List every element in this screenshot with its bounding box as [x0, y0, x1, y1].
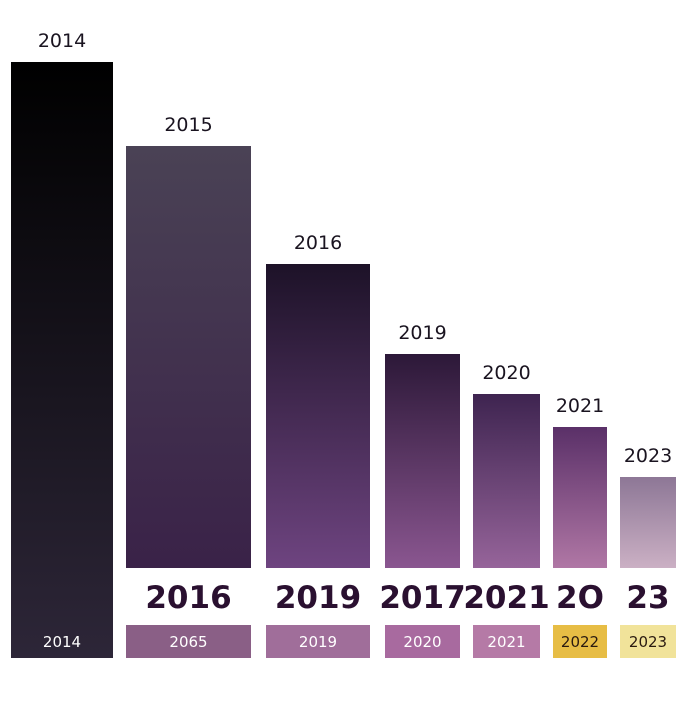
bar-0: [11, 62, 113, 658]
bars-group: [11, 62, 676, 658]
bar-top-label-3: 2019: [398, 322, 446, 344]
bar-big-label-3: 2017: [379, 580, 465, 616]
bar-2: [266, 264, 370, 568]
bar-4: [473, 394, 540, 568]
strip-label-0: 2014: [43, 633, 81, 651]
strip-2: [266, 625, 370, 658]
strip-4: [473, 625, 540, 658]
strip-label-3: 2020: [403, 633, 441, 651]
bar-big-label-6: 23: [626, 580, 669, 616]
labels-group: 2014 2014 2015 2016 2065 2016 2019 2019 2019 2017…: [38, 30, 672, 651]
strip-label-5: 2022: [561, 633, 599, 651]
bar-3: [385, 354, 460, 568]
bar-top-label-0: 2014: [38, 30, 86, 52]
bar-big-label-5: 2O: [556, 580, 604, 616]
bar-top-label-5: 2021: [556, 395, 604, 417]
bar-top-label-2: 2016: [294, 232, 342, 254]
bar-top-label-1: 2015: [164, 114, 212, 136]
bar-top-label-6: 2023: [624, 445, 672, 467]
strip-6: [620, 625, 676, 658]
bar-big-label-4: 2021: [463, 580, 549, 616]
strip-3: [385, 625, 460, 658]
strip-label-1: 2065: [169, 633, 207, 651]
strip-label-2: 2019: [299, 633, 337, 651]
strip-5: [553, 625, 607, 658]
bar-big-label-2: 2019: [275, 580, 361, 616]
strip-1: [126, 625, 251, 658]
bar-5: [553, 427, 607, 568]
bar-top-label-4: 2020: [482, 362, 530, 384]
strip-label-4: 2021: [487, 633, 525, 651]
strip-label-6: 2023: [629, 633, 667, 651]
bar-6: [620, 477, 676, 568]
bar-big-label-1: 2016: [145, 580, 231, 616]
bar-1: [126, 146, 251, 568]
